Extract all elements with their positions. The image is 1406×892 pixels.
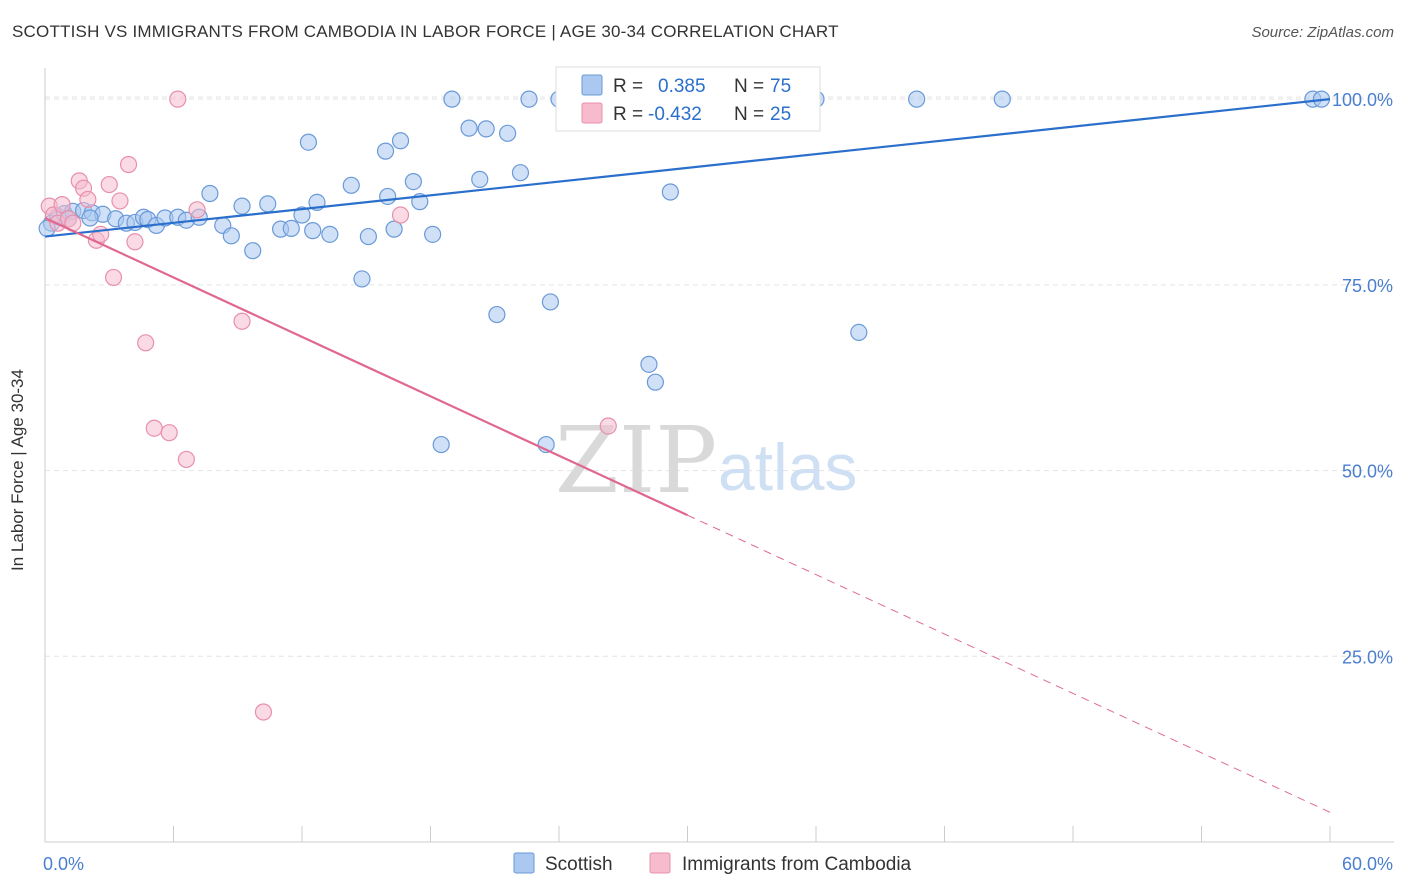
legend-stats-r-value-scottish: 0.385 (658, 76, 706, 97)
point-cambodia (160, 424, 178, 442)
chart-title: SCOTTISH VS IMMIGRANTS FROM CAMBODIA IN … (12, 22, 839, 41)
legend-stats-n-label-cambodia: N = (734, 104, 764, 125)
point-scottish (993, 90, 1011, 108)
watermark-atlas: atlas (718, 430, 857, 504)
legend-swatch-cambodia (649, 852, 671, 874)
point-scottish (304, 222, 322, 240)
legend-stats-n-value-cambodia: 25 (770, 104, 791, 125)
point-scottish (293, 206, 311, 224)
point-cambodia (104, 268, 123, 287)
point-scottish (520, 90, 538, 108)
point-cambodia (177, 450, 195, 469)
point-scottish (477, 120, 495, 138)
trend-lines (44, 98, 1331, 813)
point-scottish (460, 119, 478, 137)
trend-line-scottish (44, 98, 1331, 238)
point-scottish (81, 209, 99, 227)
axes (44, 68, 1394, 843)
tick-labels: 25.0% 50.0% 75.0% 100.0% 0.0% 60.0% (43, 90, 1393, 874)
grid-lines (45, 96, 1394, 657)
legend-stats-swatch-scottish (581, 74, 603, 96)
point-scottish (908, 90, 926, 108)
point-scottish (488, 305, 506, 324)
point-cambodia (169, 90, 187, 108)
legend-swatch-scottish (513, 852, 535, 874)
point-scottish (646, 373, 664, 391)
point-scottish (353, 270, 371, 288)
point-cambodia (145, 419, 163, 437)
point-cambodia (111, 192, 129, 210)
legend-stats-r-label-cambodia: R = (613, 104, 643, 125)
trend-line-cambodia (44, 217, 688, 517)
point-scottish (391, 132, 410, 150)
point-scottish (299, 133, 318, 151)
data-points (38, 90, 1331, 721)
point-cambodia (100, 175, 118, 194)
point-cambodia (599, 417, 617, 435)
point-scottish (511, 164, 530, 182)
point-scottish (282, 219, 300, 237)
trend-line-cambodia-projection (687, 514, 1331, 813)
point-scottish (233, 197, 251, 215)
y-tick-label: 25.0% (1342, 647, 1393, 667)
point-cambodia (188, 201, 206, 219)
point-scottish (359, 227, 377, 246)
point-cambodia (391, 206, 410, 224)
point-scottish (222, 227, 240, 245)
point-scottish (259, 195, 277, 213)
point-cambodia (126, 233, 144, 251)
point-scottish (424, 225, 442, 243)
legend-stats-r-label-scottish: R = (613, 76, 643, 97)
legend-stats-swatch-cambodia (581, 102, 603, 124)
point-cambodia (137, 334, 155, 352)
point-scottish (385, 220, 403, 238)
x-tick-label: 60.0% (1342, 854, 1393, 874)
point-scottish (471, 170, 489, 188)
legend-stats-r-value-cambodia: -0.432 (648, 104, 702, 125)
legend-label-cambodia: Immigrants from Cambodia (682, 854, 912, 875)
point-scottish (379, 187, 397, 206)
point-cambodia (119, 155, 138, 174)
point-scottish (541, 293, 560, 311)
chart-source: Source: ZipAtlas.com (1251, 24, 1394, 41)
point-scottish (376, 142, 395, 160)
point-cambodia (92, 225, 110, 243)
point-scottish (640, 355, 658, 373)
point-cambodia (53, 196, 71, 214)
x-tick-label: 0.0% (43, 854, 84, 874)
point-scottish (321, 225, 339, 243)
y-tick-label: 100.0% (1332, 90, 1393, 110)
point-cambodia (79, 190, 97, 209)
point-scottish (201, 184, 219, 203)
point-scottish (432, 435, 450, 454)
legend-stats: R = 0.385 N = 75 R = -0.432 N = 25 (555, 66, 821, 132)
watermark-zip: ZIP (555, 407, 717, 514)
legend-stats-n-value-scottish: 75 (770, 76, 791, 97)
point-scottish (499, 124, 517, 142)
point-scottish (244, 242, 262, 260)
point-scottish (850, 323, 868, 341)
point-scottish (443, 90, 461, 108)
point-cambodia (254, 703, 273, 721)
point-cambodia (233, 312, 251, 330)
y-tick-label: 75.0% (1342, 276, 1393, 296)
point-scottish (342, 176, 360, 194)
legend-stats-n-label-scottish: N = (734, 76, 764, 97)
point-scottish (661, 183, 679, 201)
legend-label-scottish: Scottish (545, 854, 613, 875)
legend: Scottish Immigrants from Cambodia (513, 852, 912, 875)
y-tick-label: 50.0% (1342, 462, 1393, 482)
point-scottish (404, 173, 422, 191)
